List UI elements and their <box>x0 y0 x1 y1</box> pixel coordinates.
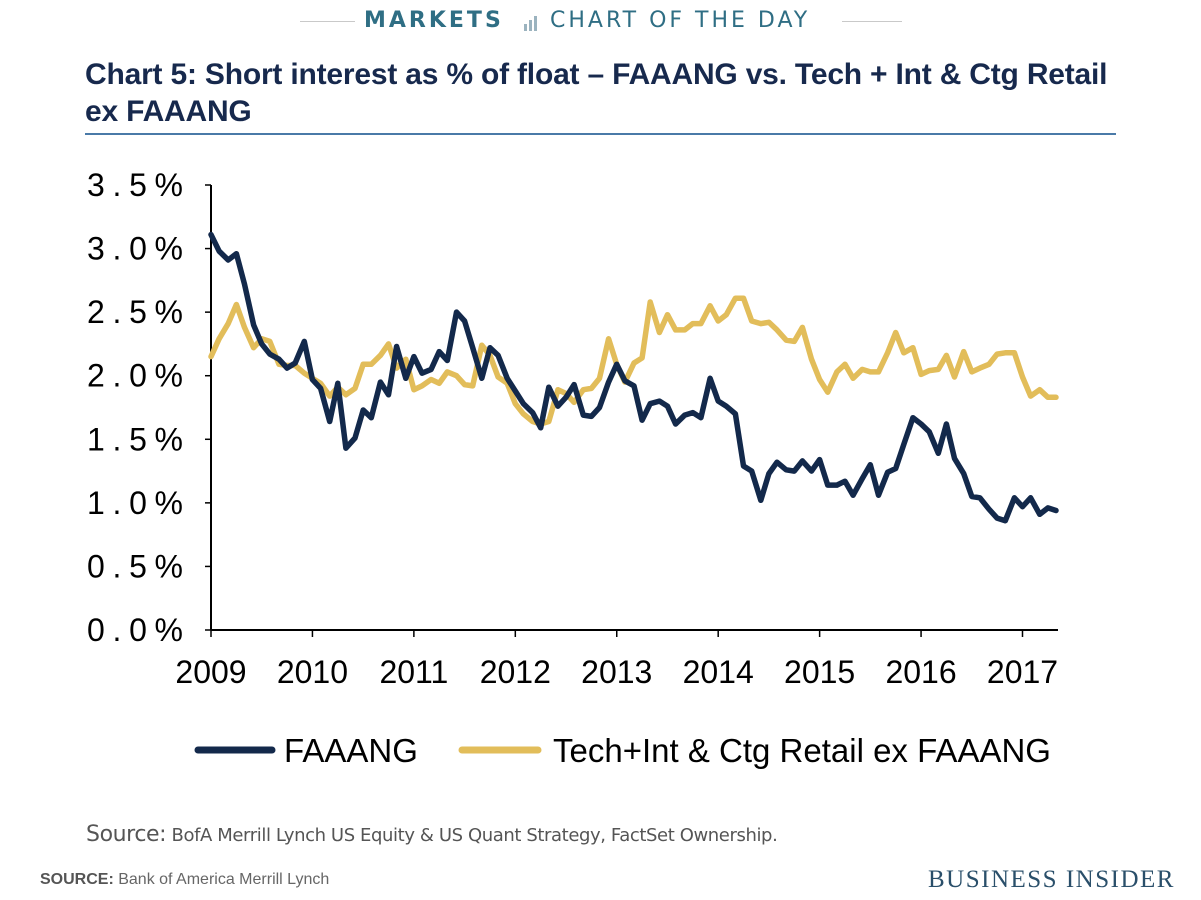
footer-source-text: Bank of America Merrill Lynch <box>118 871 330 888</box>
x-tick-label: 2014 <box>683 654 754 690</box>
series-layer <box>208 231 1059 524</box>
legend-item-faaang-label: FAAANG <box>284 732 418 769</box>
x-tick-label: 2017 <box>987 654 1058 690</box>
chart-source-text: BofA Merrill Lynch US Equity & US Quant … <box>171 825 778 846</box>
y-tick-label: 3.5% <box>87 167 183 203</box>
footer-source-label: SOURCE: <box>40 871 114 888</box>
y-tick-label: 2.0% <box>87 358 183 394</box>
x-tick-label: 2013 <box>581 654 652 690</box>
x-tick-label: 2011 <box>379 654 448 690</box>
y-tick-label: 2.5% <box>87 294 183 330</box>
series-line-faaang <box>208 231 1059 524</box>
y-tick-label: 0.5% <box>87 548 183 584</box>
chart-of-the-day-label: CHART OF THE DAY <box>550 8 811 33</box>
x-tick-label: 2010 <box>277 654 348 690</box>
y-tick-label: 1.5% <box>87 421 183 457</box>
chart-title-line-1: Chart 5: Short interest as % of float – … <box>85 58 1108 91</box>
axes: 0.0% 0.5% 1.0% 1.5% 2.0% 2.5% 3.0% 3.5% 2009 2010… <box>87 167 1058 690</box>
chart-title-line-2: ex FAAANG <box>85 95 252 128</box>
y-tick-label: 0.0% <box>87 612 183 648</box>
header-rule-right <box>842 21 902 22</box>
y-tick-label: 1.0% <box>87 485 183 521</box>
business-insider-logo[interactable]: BUSINESS INSIDER <box>928 866 1175 893</box>
chart-source-lead: Source: <box>86 822 167 847</box>
x-tick-label: 2015 <box>784 654 855 690</box>
markets-label[interactable]: MARKETS <box>364 8 504 33</box>
x-tick-label: 2009 <box>175 654 246 690</box>
x-tick-label: 2012 <box>480 654 551 690</box>
legend: FAAANG Tech+Int & Ctg Retail ex FAAANG <box>194 732 1051 769</box>
bar-chart-icon <box>524 16 537 31</box>
chart-source-note: Source: BofA Merrill Lynch US Equity & U… <box>86 822 778 847</box>
chart-title: Chart 5: Short interest as % of float – … <box>85 56 1125 130</box>
header-rule-left <box>300 21 355 22</box>
chart-of-the-day-header: MARKETS CHART OF THE DAY <box>0 4 1201 38</box>
y-tick-label: 3.0% <box>87 231 183 267</box>
footer-source: SOURCE: Bank of America Merrill Lynch <box>40 871 329 889</box>
series-line-tech-int-ctg-retail <box>208 295 1059 427</box>
x-tick-label: 2016 <box>885 654 956 690</box>
title-divider <box>85 133 1116 135</box>
legend-item-tech-int-ctg-retail-label: Tech+Int & Ctg Retail ex FAAANG <box>553 732 1051 769</box>
